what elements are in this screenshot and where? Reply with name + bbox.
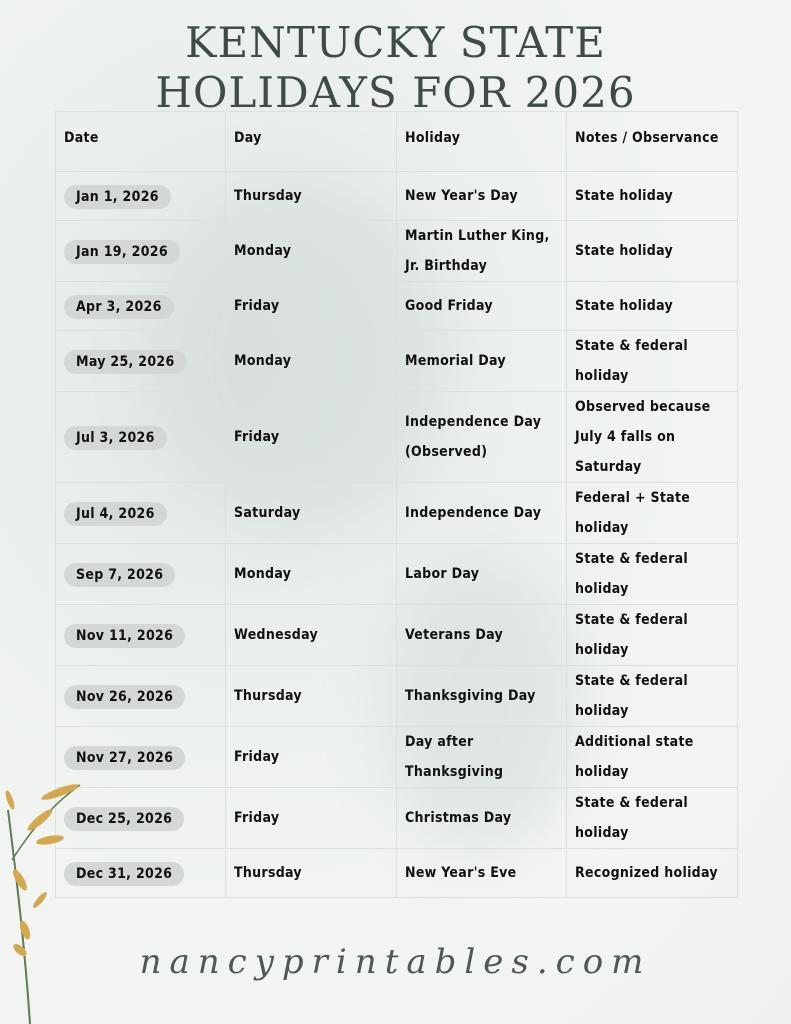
day-cell: Saturday [225, 482, 397, 544]
date-pill: Dec 25, 2026 [64, 806, 185, 831]
holiday-table: Date Day Holiday Notes / Observance Jan … [55, 111, 738, 898]
notes-cell: State holiday [566, 220, 738, 282]
holiday-cell: Good Friday [396, 281, 567, 331]
date-cell: Apr 3, 2026 [55, 281, 226, 331]
holiday-cell: Thanksgiving Day [396, 665, 567, 727]
table-row: Jan 1, 2026 Thursday New Year's Day Stat… [55, 171, 738, 221]
date-cell: Jul 4, 2026 [55, 482, 226, 544]
table-row: Nov 11, 2026 Wednesday Veterans Day Stat… [55, 604, 738, 666]
notes-cell: Additional state holiday [566, 726, 738, 788]
table-row: Dec 31, 2026 Thursday New Year's Eve Rec… [55, 848, 738, 898]
table-row: Sep 7, 2026 Monday Labor Day State & fed… [55, 543, 738, 605]
table-row: Jul 3, 2026 Friday Independence Day (Obs… [55, 391, 738, 483]
date-pill: Nov 27, 2026 [64, 745, 186, 770]
table-row: Jan 19, 2026 Monday Martin Luther King, … [55, 220, 738, 282]
day-cell: Monday [225, 543, 397, 605]
holiday-cell: Christmas Day [396, 787, 567, 849]
date-cell: Jan 19, 2026 [55, 220, 226, 282]
day-cell: Friday [225, 391, 397, 483]
notes-cell: State & federal holiday [566, 665, 738, 727]
holiday-cell: Day after Thanksgiving [396, 726, 567, 788]
notes-cell: Observed because July 4 falls on Saturda… [566, 391, 738, 483]
holiday-cell: Independence Day (Observed) [396, 391, 567, 483]
date-pill: Nov 26, 2026 [64, 684, 186, 709]
table-row: Nov 27, 2026 Friday Day after Thanksgivi… [55, 726, 738, 788]
notes-cell: State & federal holiday [566, 604, 738, 666]
notes-cell: State & federal holiday [566, 330, 738, 392]
notes-cell: Federal + State holiday [566, 482, 738, 544]
table-row: Apr 3, 2026 Friday Good Friday State hol… [55, 281, 738, 331]
holiday-cell: Labor Day [396, 543, 567, 605]
date-cell: Sep 7, 2026 [55, 543, 226, 605]
date-cell: Nov 27, 2026 [55, 726, 226, 788]
title-line-1: KENTUCKY STATE [185, 18, 606, 67]
day-cell: Monday [225, 330, 397, 392]
holiday-cell: New Year's Day [396, 171, 567, 221]
notes-cell: State holiday [566, 171, 738, 221]
holiday-cell: Memorial Day [396, 330, 567, 392]
date-cell: Dec 25, 2026 [55, 787, 226, 849]
header-holiday: Holiday [396, 111, 567, 172]
notes-cell: State & federal holiday [566, 543, 738, 605]
notes-cell: State holiday [566, 281, 738, 331]
date-pill: Sep 7, 2026 [64, 562, 176, 587]
table-row: Dec 25, 2026 Friday Christmas Day State … [55, 787, 738, 849]
day-cell: Monday [225, 220, 397, 282]
page-title: KENTUCKY STATE HOLIDAYS FOR 2026 [0, 18, 791, 118]
day-cell: Wednesday [225, 604, 397, 666]
date-cell: Nov 26, 2026 [55, 665, 226, 727]
table-header-row: Date Day Holiday Notes / Observance [55, 111, 738, 172]
holiday-cell: Veterans Day [396, 604, 567, 666]
date-cell: Jan 1, 2026 [55, 171, 226, 221]
day-cell: Thursday [225, 848, 397, 898]
day-cell: Thursday [225, 665, 397, 727]
date-pill: Jan 1, 2026 [64, 184, 171, 209]
notes-cell: State & federal holiday [566, 787, 738, 849]
date-pill: May 25, 2026 [64, 349, 187, 374]
date-pill: Jul 3, 2026 [64, 425, 167, 450]
table-row: May 25, 2026 Monday Memorial Day State &… [55, 330, 738, 392]
date-cell: May 25, 2026 [55, 330, 226, 392]
header-date: Date [55, 111, 226, 172]
day-cell: Friday [225, 787, 397, 849]
website-footer: nancyprintables.com [139, 942, 652, 982]
date-pill: Apr 3, 2026 [64, 294, 174, 319]
date-cell: Nov 11, 2026 [55, 604, 226, 666]
header-notes: Notes / Observance [566, 111, 738, 172]
date-pill: Dec 31, 2026 [64, 861, 185, 886]
notes-cell: Recognized holiday [566, 848, 738, 898]
day-cell: Thursday [225, 171, 397, 221]
title-line-2: HOLIDAYS FOR 2026 [155, 68, 636, 117]
date-pill: Jan 19, 2026 [64, 239, 180, 264]
day-cell: Friday [225, 726, 397, 788]
header-day: Day [225, 111, 397, 172]
holiday-cell: New Year's Eve [396, 848, 567, 898]
table-row: Jul 4, 2026 Saturday Independence Day Fe… [55, 482, 738, 544]
day-cell: Friday [225, 281, 397, 331]
date-cell: Jul 3, 2026 [55, 391, 226, 483]
date-pill: Nov 11, 2026 [64, 623, 186, 648]
holiday-cell: Martin Luther King, Jr. Birthday [396, 220, 567, 282]
date-pill: Jul 4, 2026 [64, 501, 167, 526]
holiday-cell: Independence Day [396, 482, 567, 544]
plant-decoration-icon [5, 784, 81, 1024]
table-row: Nov 26, 2026 Thursday Thanksgiving Day S… [55, 665, 738, 727]
